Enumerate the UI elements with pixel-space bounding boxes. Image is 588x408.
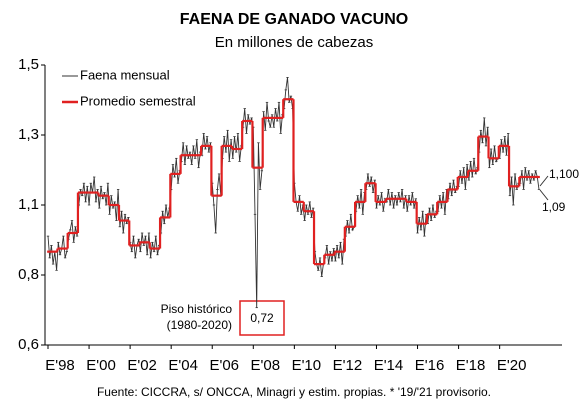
- annotation: 1,100: [549, 167, 579, 181]
- annotation: 0,72: [250, 311, 274, 325]
- x-tick-label: E'00: [86, 357, 116, 374]
- legend-label: Promedio semestral: [80, 93, 196, 108]
- annotation-leader: [539, 189, 549, 201]
- annotation-box: [239, 300, 285, 336]
- x-tick-label: E'02: [127, 357, 157, 374]
- chart-title: FAENA DE GANADO VACUNO: [180, 11, 408, 28]
- y-tick-label: 1,5: [18, 56, 39, 73]
- annotation-leader: [539, 175, 549, 187]
- x-tick-label: E'12: [333, 357, 363, 374]
- legend-label: Faena mensual: [80, 67, 170, 82]
- y-tick-label: 1,3: [18, 126, 39, 143]
- x-tick-label: E'98: [45, 357, 75, 374]
- y-tick-label: 0,8: [18, 266, 39, 283]
- annotation: Piso histórico: [161, 302, 233, 316]
- y-tick-label: 0,6: [18, 336, 39, 353]
- y-tick-label: 1,1: [18, 196, 39, 213]
- annotation: 1,09: [542, 200, 566, 214]
- x-tick-label: E'14: [374, 357, 404, 374]
- x-tick-label: E'06: [209, 357, 239, 374]
- source-note: Fuente: CICCRA, s/ ONCCA, Minagri y esti…: [97, 385, 491, 399]
- x-tick-label: E'08: [251, 357, 281, 374]
- annotation: (1980-2020): [167, 318, 232, 332]
- x-tick-label: E'18: [456, 357, 486, 374]
- chart-subtitle: En millones de cabezas: [215, 34, 373, 51]
- x-tick-label: E'20: [497, 357, 527, 374]
- x-tick-label: E'16: [415, 357, 445, 374]
- x-tick-label: E'04: [168, 357, 198, 374]
- x-tick-label: E'10: [292, 357, 322, 374]
